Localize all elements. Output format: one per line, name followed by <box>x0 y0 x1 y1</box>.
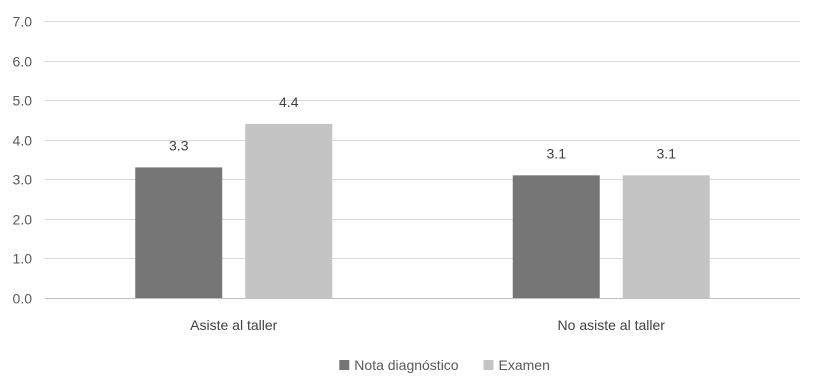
y-tick-label: 3.0 <box>13 172 33 188</box>
y-tick-label: 0.0 <box>13 291 33 307</box>
legend-label: Nota diagnóstico <box>354 357 459 373</box>
x-axis-categories: Asiste al taller No asiste al taller <box>190 317 665 333</box>
legend-item: Examen <box>483 357 550 373</box>
data-label: 3.1 <box>657 145 677 161</box>
bar <box>135 167 223 298</box>
legend-swatch <box>339 360 350 370</box>
data-label: 3.3 <box>169 137 189 153</box>
legend-item: Nota diagnóstico <box>339 357 459 373</box>
y-tick-label: 2.0 <box>13 212 33 228</box>
legend: Nota diagnóstico Examen <box>339 357 550 373</box>
legend-label: Examen <box>499 357 550 373</box>
category-label: No asiste al taller <box>558 317 666 333</box>
category-label: Asiste al taller <box>190 317 277 333</box>
data-label: 3.1 <box>547 145 567 161</box>
bar <box>245 123 333 298</box>
y-tick-label: 6.0 <box>13 54 33 70</box>
bar <box>512 175 600 298</box>
y-tick-label: 1.0 <box>13 251 33 267</box>
y-tick-label: 5.0 <box>13 93 33 109</box>
data-labels: 3.3 4.4 3.1 3.1 <box>169 94 676 161</box>
bar <box>622 175 710 298</box>
y-tick-label: 7.0 <box>13 14 33 30</box>
bars <box>135 123 710 298</box>
legend-swatch <box>483 360 494 370</box>
y-tick-label: 4.0 <box>13 133 33 149</box>
y-axis-ticks: 0.0 1.0 2.0 3.0 4.0 5.0 6.0 7.0 <box>13 14 33 307</box>
data-label: 4.4 <box>279 94 299 110</box>
